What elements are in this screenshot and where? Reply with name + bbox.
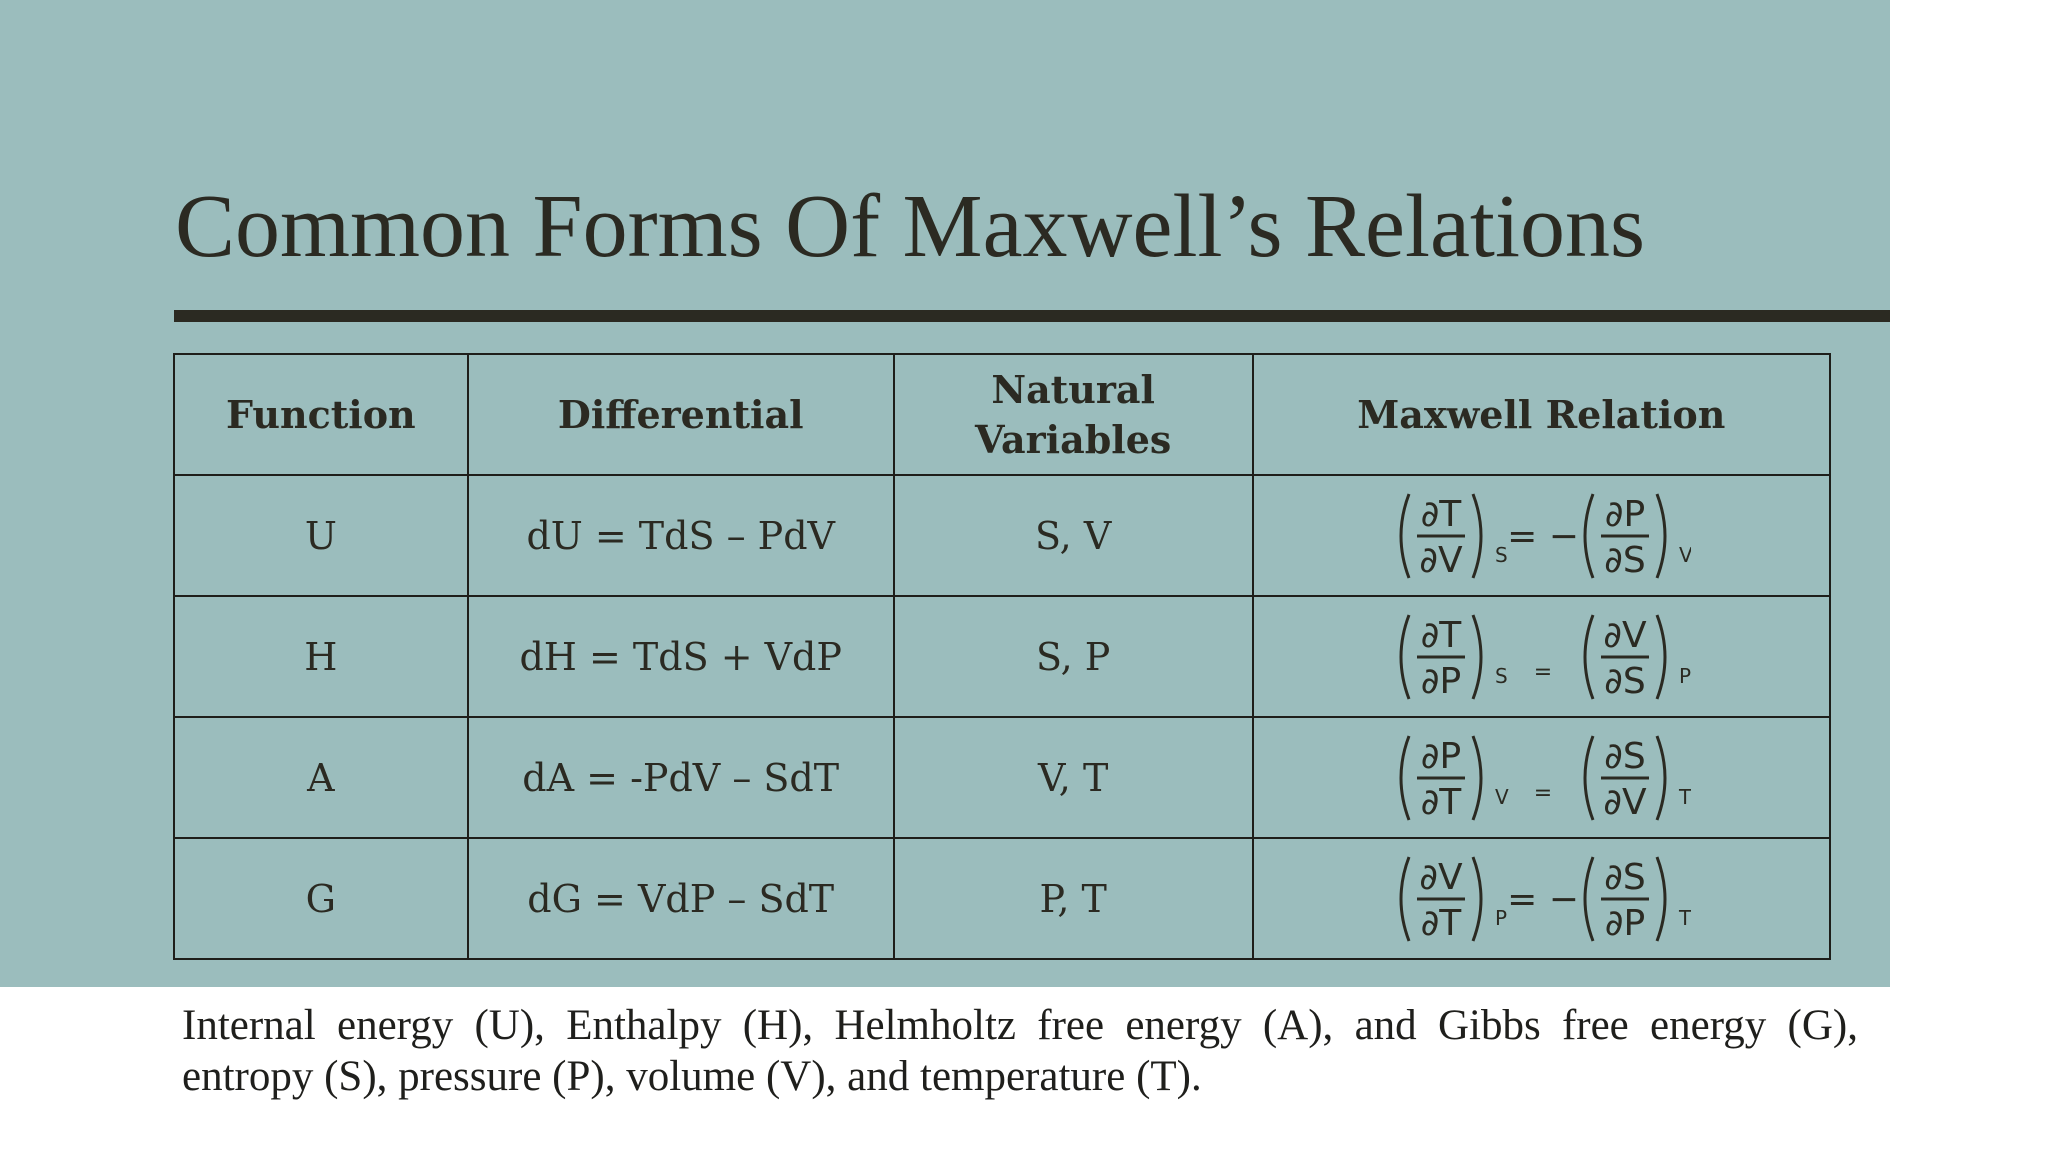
left-paren bbox=[1399, 855, 1411, 942]
table-row: U dU = TdS – PdV S, V ∂T ∂V S = − ∂P ∂S V bbox=[173, 474, 1832, 597]
right-paren bbox=[1471, 613, 1483, 700]
lhs-denominator: ∂V bbox=[1420, 540, 1464, 581]
title-underline-rule bbox=[174, 310, 1890, 322]
rhs-subscript: T bbox=[1678, 906, 1691, 930]
rhs-subscript: V bbox=[1679, 543, 1691, 567]
lhs-derivative: ∂T ∂P S bbox=[1399, 613, 1508, 702]
rhs-denominator: ∂P bbox=[1605, 903, 1645, 944]
equals-operator: = bbox=[1534, 781, 1552, 806]
lhs-derivative: ∂P ∂T V bbox=[1399, 734, 1509, 823]
cell-maxwell-relation: ∂T ∂P S = ∂V ∂S P bbox=[1251, 595, 1832, 718]
cell-natural-variables: S, V bbox=[892, 474, 1254, 597]
rhs-derivative: ∂S ∂V T bbox=[1583, 734, 1691, 823]
equals-operator: = − bbox=[1507, 879, 1579, 920]
cell-differential: dH = TdS + VdP bbox=[466, 595, 895, 718]
header-differential: Differential bbox=[466, 353, 895, 476]
cell-function: H bbox=[173, 595, 469, 718]
slide-title: Common Forms Of Maxwell’s Relations bbox=[175, 177, 1645, 276]
table-header-row: Function Differential Natural Variables … bbox=[173, 353, 1832, 476]
left-paren bbox=[1583, 855, 1595, 942]
table-row: G dG = VdP – SdT P, T ∂V ∂T P = − ∂S ∂P T bbox=[173, 837, 1832, 960]
header-maxwell-relation: Maxwell Relation bbox=[1251, 353, 1832, 476]
right-paren bbox=[1471, 734, 1483, 821]
right-paren bbox=[1655, 613, 1667, 700]
rhs-subscript: T bbox=[1678, 785, 1691, 809]
left-paren bbox=[1399, 492, 1411, 579]
cell-differential: dG = VdP – SdT bbox=[466, 837, 895, 960]
rhs-numerator: ∂V bbox=[1604, 615, 1648, 656]
left-paren bbox=[1583, 734, 1595, 821]
lhs-subscript: P bbox=[1495, 906, 1507, 930]
lhs-numerator: ∂T bbox=[1421, 615, 1463, 656]
rhs-denominator: ∂V bbox=[1604, 782, 1648, 823]
cell-natural-variables: V, T bbox=[892, 716, 1254, 839]
rhs-derivative: ∂V ∂S P bbox=[1583, 613, 1691, 702]
lhs-derivative: ∂T ∂V S bbox=[1399, 492, 1508, 581]
right-paren bbox=[1471, 492, 1483, 579]
rhs-derivative: ∂S ∂P T bbox=[1583, 855, 1691, 944]
maxwell-relation-equation: ∂T ∂V S = − ∂P ∂S V bbox=[1399, 492, 1691, 581]
header-natural-variables-line1: Natural bbox=[991, 366, 1155, 412]
rhs-numerator: ∂S bbox=[1605, 857, 1646, 898]
lhs-derivative: ∂V ∂T P bbox=[1399, 855, 1507, 944]
rhs-subscript: P bbox=[1679, 664, 1691, 688]
table-row: H dH = TdS + VdP S, P ∂T ∂P S = ∂V ∂S P bbox=[173, 595, 1832, 718]
cell-function: A bbox=[173, 716, 469, 839]
left-paren bbox=[1399, 613, 1411, 700]
cell-function: U bbox=[173, 474, 469, 597]
cell-differential: dU = TdS – PdV bbox=[466, 474, 895, 597]
rhs-denominator: ∂S bbox=[1605, 540, 1646, 581]
cell-maxwell-relation: ∂P ∂T V = ∂S ∂V T bbox=[1251, 716, 1832, 839]
right-paren bbox=[1471, 855, 1483, 942]
rhs-denominator: ∂S bbox=[1605, 661, 1646, 702]
lhs-subscript: S bbox=[1495, 543, 1508, 567]
maxwell-relation-equation: ∂V ∂T P = − ∂S ∂P T bbox=[1399, 855, 1691, 944]
maxwell-relation-equation: ∂P ∂T V = ∂S ∂V T bbox=[1399, 734, 1691, 823]
cell-natural-variables: S, P bbox=[892, 595, 1254, 718]
left-paren bbox=[1583, 492, 1595, 579]
cell-differential: dA = -PdV – SdT bbox=[466, 716, 895, 839]
slide-panel: Common Forms Of Maxwell’s Relations Func… bbox=[0, 0, 1890, 987]
lhs-numerator: ∂V bbox=[1420, 857, 1464, 898]
cell-natural-variables: P, T bbox=[892, 837, 1254, 960]
header-natural-variables-line2: Variables bbox=[975, 416, 1172, 462]
lhs-numerator: ∂T bbox=[1421, 494, 1463, 535]
cell-maxwell-relation: ∂T ∂V S = − ∂P ∂S V bbox=[1251, 474, 1832, 597]
header-natural-variables: Natural Variables bbox=[892, 353, 1254, 476]
right-paren bbox=[1655, 855, 1667, 942]
caption-text: Internal energy (U), Enthalpy (H), Helmh… bbox=[182, 1002, 1858, 1100]
lhs-denominator: ∂T bbox=[1421, 782, 1463, 823]
rhs-numerator: ∂S bbox=[1605, 736, 1646, 777]
maxwell-relations-table: Function Differential Natural Variables … bbox=[173, 353, 1832, 960]
table-row: A dA = -PdV – SdT V, T ∂P ∂T V = ∂S ∂V T bbox=[173, 716, 1832, 839]
rhs-numerator: ∂P bbox=[1605, 494, 1645, 535]
lhs-denominator: ∂T bbox=[1421, 903, 1463, 944]
cell-maxwell-relation: ∂V ∂T P = − ∂S ∂P T bbox=[1251, 837, 1832, 960]
header-function: Function bbox=[173, 353, 469, 476]
equals-operator: = bbox=[1534, 660, 1552, 685]
equals-operator: = − bbox=[1507, 516, 1579, 557]
left-paren bbox=[1399, 734, 1411, 821]
left-paren bbox=[1583, 613, 1595, 700]
cell-function: G bbox=[173, 837, 469, 960]
right-paren bbox=[1655, 492, 1667, 579]
right-paren bbox=[1655, 734, 1667, 821]
lhs-subscript: V bbox=[1495, 785, 1509, 809]
maxwell-relation-equation: ∂T ∂P S = ∂V ∂S P bbox=[1399, 613, 1691, 702]
lhs-subscript: S bbox=[1495, 664, 1508, 688]
lhs-numerator: ∂P bbox=[1421, 736, 1461, 777]
rhs-derivative: ∂P ∂S V bbox=[1583, 492, 1691, 581]
lhs-denominator: ∂P bbox=[1421, 661, 1461, 702]
